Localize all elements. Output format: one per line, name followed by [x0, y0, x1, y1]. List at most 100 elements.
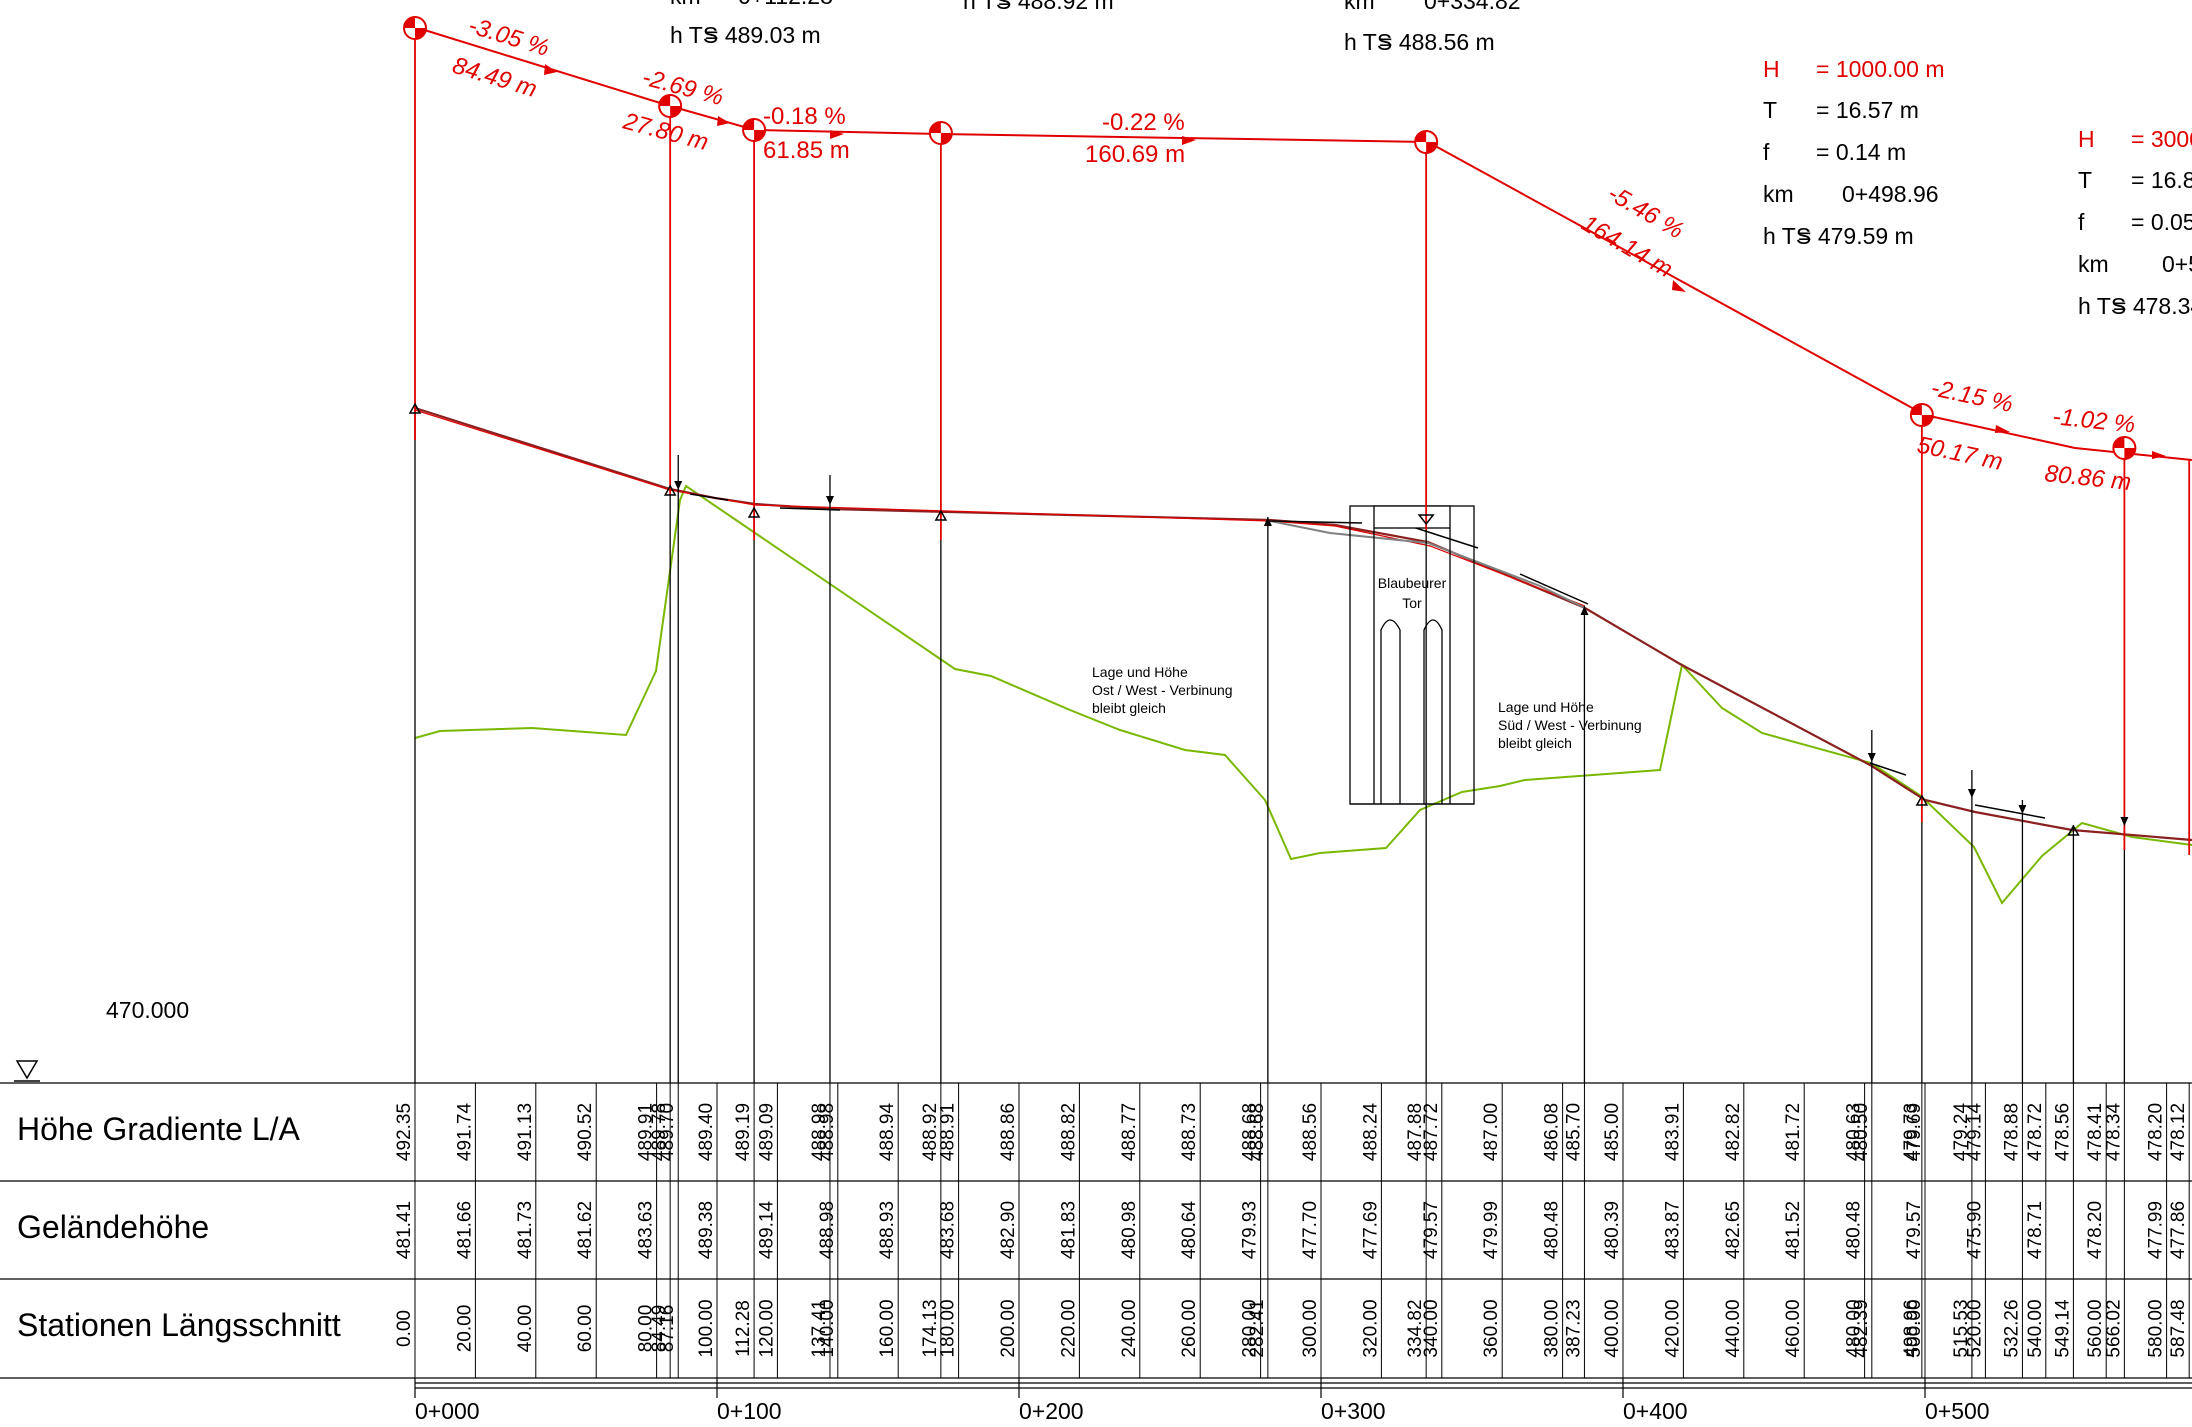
gradient-height-value: 488.94: [877, 1103, 898, 1162]
km-tick-label: 0+100: [717, 1398, 782, 1424]
terrain-height-value: 481.41: [394, 1201, 415, 1259]
triangle-marker-icon: [408, 402, 422, 414]
station-value: 515.53: [1951, 1299, 1972, 1357]
station-value: 400.00: [1602, 1299, 1623, 1357]
curve-block-1: km 0+112.28 h TS = 489.03 m: [670, 0, 833, 48]
arrow-down-icon: [674, 481, 683, 490]
curve-block-4: H = 1000.00 m T = 16.57 m f = 0.14 m km …: [1763, 56, 1945, 249]
curve-block-2-key-1: h TS: [963, 0, 1011, 14]
curve-block-4-val-1: = 1000.00 m: [1816, 56, 1945, 82]
gradient-height-value: 492.35: [394, 1103, 415, 1161]
bridge-label-line1: Blaubeurer: [1378, 575, 1447, 591]
station-value: 498.96: [1901, 1299, 1922, 1357]
triangle-marker-icon: [747, 506, 761, 518]
station-value: 80.00: [636, 1305, 657, 1353]
station-value: 220.00: [1058, 1299, 1079, 1357]
terrain-height-value: 480.64: [1179, 1201, 1200, 1260]
length-label-7: 80.86 m: [2043, 460, 2132, 496]
grade-label-2: -2.69 %: [639, 64, 726, 111]
station-value: 580.00: [2146, 1299, 2167, 1357]
terrain-height-value: 477.69: [1360, 1201, 1381, 1259]
station-value: 160.00: [877, 1299, 898, 1357]
gradient-height-value: 489.70: [657, 1103, 678, 1161]
curve-point-icon: [403, 16, 427, 40]
curve-block-5-val-5: = 478.34 m: [2113, 293, 2192, 319]
terrain-height-value: 481.83: [1058, 1201, 1079, 1259]
curve-block-2-val-1: = 488.92 m: [998, 0, 1114, 14]
km-axis: 0+000 0+100 0+200 0+300 0+400 0+500: [414, 1378, 2192, 1424]
terrain-height-value: 482.65: [1723, 1201, 1744, 1259]
terrain-height-value: 481.52: [1783, 1201, 1804, 1259]
gradient-arrows: [544, 64, 2166, 459]
station-value: 260.00: [1179, 1299, 1200, 1357]
terrain-height-value: 488.98: [817, 1201, 838, 1259]
terrain-height-value: 477.99: [2146, 1201, 2167, 1259]
station-value: 440.00: [1723, 1299, 1744, 1357]
gradient-height-value: 478.41: [2085, 1103, 2106, 1161]
curve-point-icon: [1909, 403, 1934, 427]
station-value: 587.48: [2168, 1299, 2189, 1357]
triangle-marker-icon: [663, 484, 677, 496]
curve-block-3-key-2: h TS: [1344, 29, 1392, 55]
grade-label-1: -3.05 %: [465, 12, 552, 62]
grade-label-4: -0.22 %: [1102, 109, 1185, 136]
gradient-height-value: 480.63: [1844, 1103, 1865, 1161]
gradient-height-value: 479.69: [1904, 1103, 1925, 1161]
km-tick-label: 0+400: [1623, 1398, 1688, 1424]
gradient-height-value: 479.24: [1951, 1103, 1972, 1162]
vertical-lines: [414, 28, 2191, 1083]
gradient-height-value: 489.78: [649, 1103, 670, 1161]
station-value: 480.00: [1844, 1299, 1865, 1357]
gradient-height-value: 485.00: [1602, 1103, 1623, 1161]
length-label-3: 61.85 m: [763, 137, 850, 164]
gradient-height-value: 481.72: [1783, 1103, 1804, 1161]
gradient-height-value: 478.20: [2146, 1103, 2167, 1161]
gradient-height-value: 478.12: [2168, 1103, 2189, 1161]
band-columns: 492.35 481.41 0.00 491.74 481.66 20.00 491.13 4…: [394, 1083, 2190, 1378]
datum-triangle-icon: [14, 1060, 40, 1082]
terrain-height-value: 478.71: [2025, 1201, 2046, 1259]
curve-block-5-key-3: f: [2078, 209, 2085, 235]
terrain-height-value: 481.66: [454, 1201, 475, 1259]
curve-point-icon: [1414, 130, 1439, 154]
grade-label-6: -2.15 %: [1929, 374, 2016, 418]
gradient-height-value: 478.88: [2001, 1103, 2022, 1161]
curve-block-5-key-4: km: [2078, 251, 2109, 277]
station-value: 482.39: [1851, 1299, 1872, 1357]
station-value: 180.00: [938, 1299, 959, 1357]
station-value: 532.26: [2001, 1299, 2022, 1357]
station-value: 200.00: [998, 1299, 1019, 1357]
station-value: 84.49: [649, 1305, 670, 1353]
km-tick-label: 0+200: [1019, 1398, 1084, 1424]
terrain-height-value: 489.38: [696, 1201, 717, 1259]
station-value: 360.00: [1481, 1299, 1502, 1357]
terrain-height-value: 477.70: [1300, 1201, 1321, 1259]
grade-label-7: -1.02 %: [2051, 403, 2136, 438]
gradient-height-value: 486.08: [1542, 1103, 1563, 1161]
gradient-height-value: 482.82: [1723, 1103, 1744, 1161]
terrain-height-value: 483.68: [938, 1201, 959, 1259]
curve-block-3-key-1: km: [1344, 0, 1375, 14]
gradient-height-value: 479.73: [1901, 1103, 1922, 1161]
gradient-height-value: 490.52: [575, 1103, 596, 1161]
curve-block-4-val-3: = 0.14 m: [1816, 139, 1906, 165]
note-south-west-line1: Lage und Höhe: [1498, 699, 1594, 715]
gradient-height-value: 488.92: [920, 1103, 941, 1161]
band-label-stations: Stationen Längsschnitt: [17, 1307, 341, 1343]
band-labels: Höhe Gradiente L/A Geländehöhe Stationen…: [17, 1111, 341, 1343]
gradient-height-value: 479.14: [1964, 1103, 1985, 1162]
station-value: 300.00: [1300, 1299, 1321, 1357]
gradient-height-value: 487.88: [1405, 1103, 1426, 1161]
note-east-west: Lage und Höhe Ost / West - Verbinung ble…: [1092, 664, 1233, 716]
gradient-height-value: 488.24: [1360, 1103, 1381, 1162]
curve-block-4-val-4: 0+498.96: [1842, 181, 1939, 207]
curve-block-2: h TS = 488.92 m: [963, 0, 1114, 14]
terrain-height-value: 480.98: [1119, 1201, 1140, 1259]
station-value: 566.02: [2103, 1299, 2124, 1357]
station-value: 60.00: [575, 1305, 596, 1353]
triangle-marker-icon: [934, 509, 948, 521]
curve-block-1-val-1: 0+112.28: [738, 0, 833, 9]
gradient-height-value: 478.34: [2103, 1103, 2124, 1162]
curve-block-3-val-1: 0+334.82: [1424, 0, 1521, 14]
